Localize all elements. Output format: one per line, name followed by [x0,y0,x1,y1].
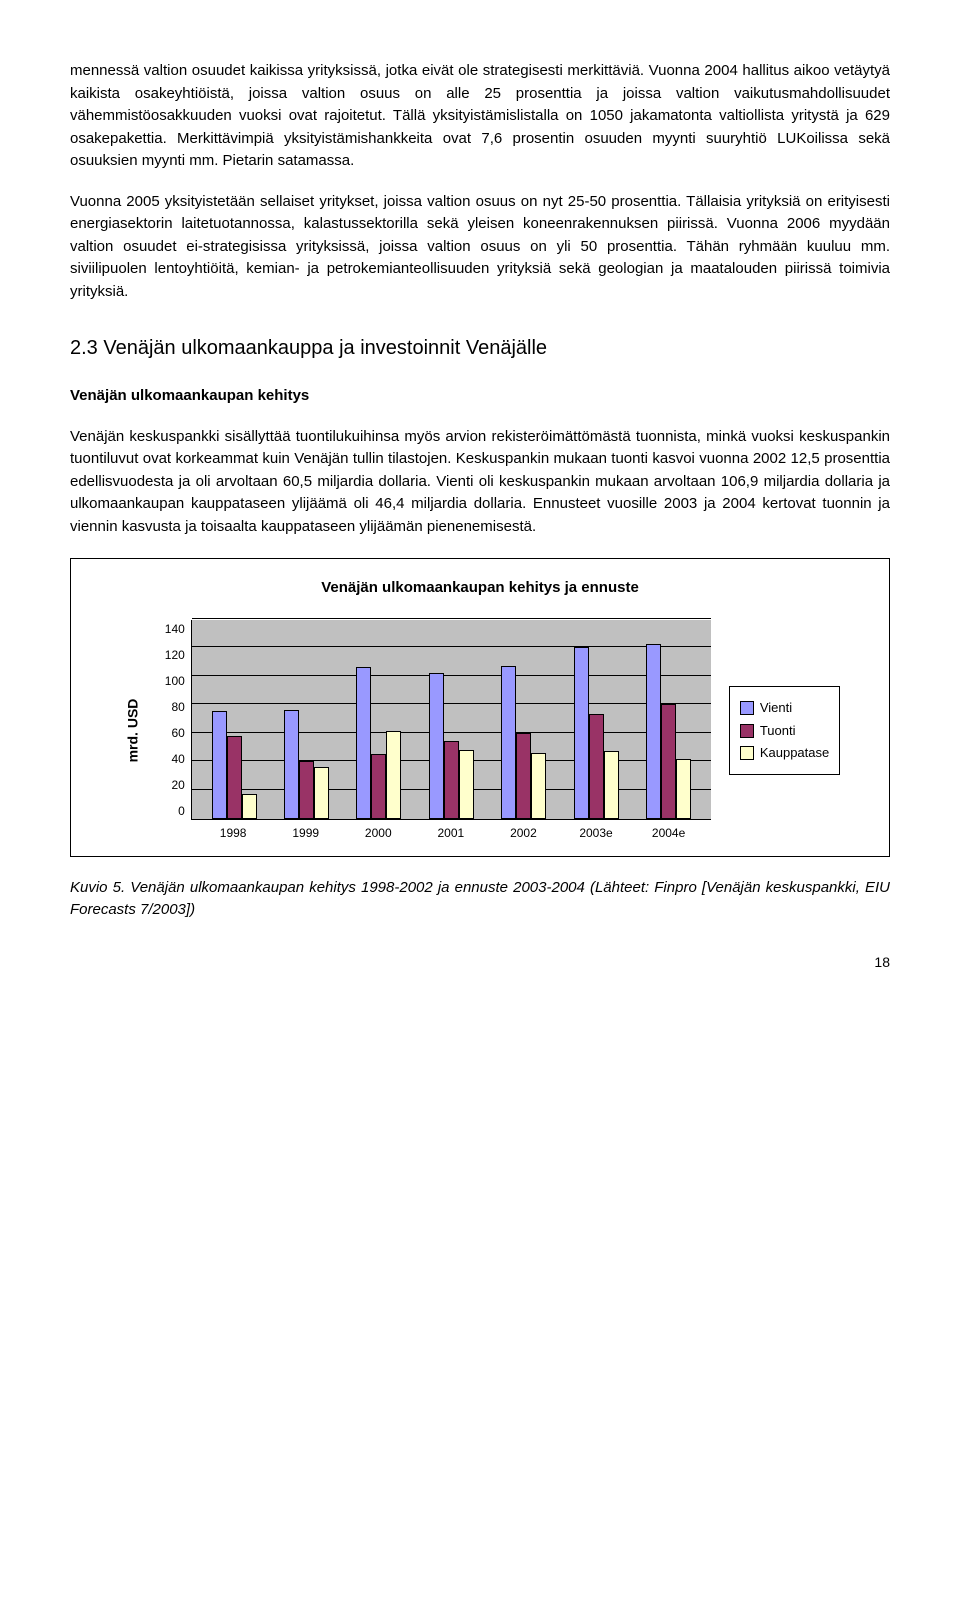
bar [516,733,531,819]
section-heading: 2.3 Venäjän ulkomaankauppa ja investoinn… [70,333,890,363]
body-paragraph: mennessä valtion osuudet kaikissa yrityk… [70,60,890,173]
body-paragraph: Vuonna 2005 yksityistetään sellaiset yri… [70,191,890,304]
legend-item: Kauppatase [740,743,829,763]
legend-label: Kauppatase [760,743,829,763]
legend-item: Tuonti [740,721,829,741]
x-tick-label: 2004e [632,824,705,842]
x-tick-label: 2003e [560,824,633,842]
bar [356,667,371,818]
legend-swatch [740,724,754,738]
bar [314,767,329,818]
bar [299,761,314,818]
bar [531,753,546,819]
bar [371,754,386,818]
legend-label: Vienti [760,698,792,718]
chart-container: Venäjän ulkomaankaupan kehitys ja ennust… [70,558,890,857]
bar [589,714,604,818]
y-axis-ticks: 140 120 100 80 60 40 20 0 [165,620,191,820]
x-tick-label: 2002 [487,824,560,842]
legend-swatch [740,746,754,760]
bar [646,644,661,818]
chart-plot-area [191,620,711,820]
figure-caption: Kuvio 5. Venäjän ulkomaankaupan kehitys … [70,877,890,922]
x-tick-label: 1999 [269,824,342,842]
bar [574,647,589,818]
x-tick-label: 2000 [342,824,415,842]
y-tick-label: 140 [165,620,185,638]
chart-canvas: mrd. USD 140 120 100 80 60 40 20 0 199819992000… [101,620,711,842]
plot-wrap: 199819992000200120022003e2004e [191,620,711,842]
y-tick-label: 0 [165,802,185,820]
gridline [192,618,711,619]
bar [242,794,257,818]
legend-item: Vienti [740,698,829,718]
body-paragraph: Venäjän keskuspankki sisällyttää tuontil… [70,426,890,539]
chart-legend: Vienti TuontiKauppatase [729,686,840,775]
bar-group [415,673,487,819]
bar [661,704,676,818]
legend-label: Tuonti [760,721,796,741]
bar [227,736,242,819]
y-tick-label: 120 [165,646,185,664]
y-tick-label: 20 [165,776,185,794]
bar-group [560,647,632,818]
bar [459,750,474,819]
y-tick-label: 80 [165,698,185,716]
y-tick-label: 100 [165,672,185,690]
y-axis-label-text: mrd. USD [122,699,143,763]
bar-group [488,666,560,819]
bar-group [632,644,704,818]
y-tick-label: 60 [165,724,185,742]
x-tick-label: 1998 [197,824,270,842]
legend-swatch [740,701,754,715]
bar [212,711,227,818]
y-axis-label: mrd. USD [101,620,165,842]
bar [444,741,459,818]
page-number: 18 [70,952,890,973]
y-tick-label: 40 [165,750,185,768]
bar-group [270,710,342,819]
bar-group [198,711,270,818]
chart-body: mrd. USD 140 120 100 80 60 40 20 0 199819992000… [101,620,859,842]
subheading: Venäjän ulkomaankaupan kehitys [70,385,890,408]
bar [501,666,516,819]
x-axis-labels: 199819992000200120022003e2004e [191,820,711,842]
bar [284,710,299,819]
bar [676,759,691,819]
bar [429,673,444,819]
chart-title: Venäjän ulkomaankaupan kehitys ja ennust… [101,577,859,600]
bar [386,731,401,818]
bar [604,751,619,818]
bar-group [343,667,415,818]
x-tick-label: 2001 [415,824,488,842]
